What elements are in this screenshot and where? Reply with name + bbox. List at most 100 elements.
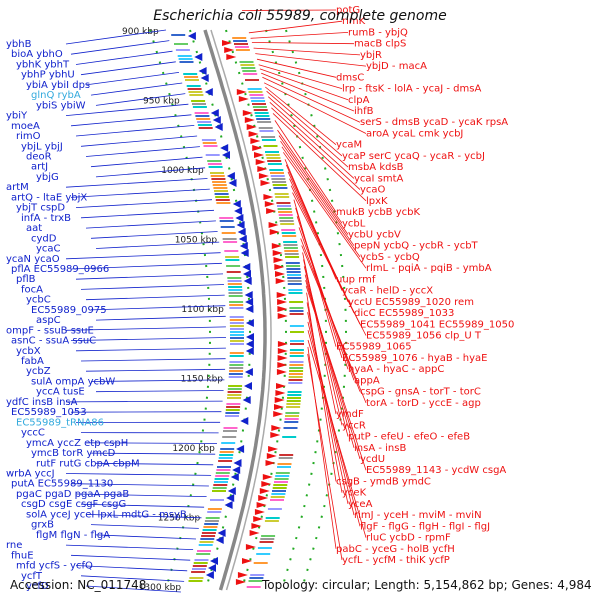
forward-gene-label: ycbU ycbV: [348, 230, 401, 241]
cog-tick-reverse: [199, 541, 214, 543]
forward-gene-label: yceK: [342, 488, 367, 499]
forward-gene-arrow: [254, 509, 265, 515]
cog-tick-forward: [267, 508, 282, 510]
forward-gene-arrow: [224, 47, 235, 53]
cog-tick-forward: [288, 289, 303, 291]
forward-gene-arrow: [274, 404, 284, 410]
cog-tick-forward: [269, 169, 284, 171]
forward-gene-arrow: [245, 544, 256, 550]
reverse-label-leader: [90, 452, 216, 455]
cog-tick-reverse: [221, 232, 236, 234]
cog-tick-reverse: [203, 526, 218, 528]
cog-tick-reverse: [227, 388, 242, 390]
cog-tick-reverse: [207, 511, 222, 513]
cog-tick-forward: [260, 538, 275, 540]
reverse-gene-label: ybiA ybiI dps: [26, 80, 90, 91]
forward-gene-arrow: [277, 299, 288, 305]
forward-gene-arrow: [235, 579, 246, 585]
reverse-gene-label: pgaC pgaD pgaA pgaB: [16, 489, 129, 500]
reverse-label-leader: [90, 305, 226, 311]
forward-gene-label: ycbS - ycbQ: [360, 252, 420, 263]
forward-gene-label: rimJ - yceH - mviM - mviN: [354, 510, 482, 521]
reverse-label-leader: [65, 178, 208, 188]
forward-gene-arrow: [254, 152, 264, 158]
reverse-gene-label: ybiS ybiW: [36, 100, 86, 111]
cog-tick-reverse: [210, 172, 224, 174]
forward-gene-label: yceA: [348, 499, 373, 510]
cog-tick-forward: [289, 307, 304, 309]
forward-label-leader: [306, 292, 337, 482]
forward-gene-label: mukB ycbB ycbK: [336, 207, 420, 218]
reverse-gene-arrow: [237, 228, 246, 236]
forward-gene-arrow: [251, 523, 262, 529]
reverse-gene-label: ybiY: [6, 111, 28, 122]
cog-tick-reverse: [226, 265, 241, 267]
reverse-gene-label: infA - trxB: [21, 213, 71, 224]
cog-tick-forward: [282, 235, 297, 237]
forward-gene-label: insA - insB: [354, 443, 406, 454]
cog-tick-forward: [290, 343, 304, 345]
cog-tick-forward: [239, 61, 254, 63]
cog-tick-forward: [279, 454, 294, 456]
cog-tick-forward: [286, 265, 301, 267]
forward-gene-label: ycdU: [360, 454, 385, 465]
cog-tick-reverse: [194, 112, 209, 114]
reverse-gene-arrow: [245, 305, 254, 313]
reverse-gene-label: ybhP ybhU: [21, 70, 75, 81]
forward-label-leader: [281, 146, 361, 258]
reverse-gene-label: flgM flgN - flgA: [36, 530, 110, 541]
cog-tick-reverse: [230, 334, 244, 336]
cog-tick-reverse: [207, 508, 222, 510]
scale-tick-label: 1200 kbp: [172, 444, 215, 454]
forward-gene-label: ybjD - macA: [366, 61, 427, 72]
reverse-label-leader: [70, 411, 222, 413]
forward-gene-label: uup rmf: [336, 274, 376, 285]
forward-gene-label: serS - dmsB ycaD - ycaK rpsA: [360, 117, 508, 128]
cog-tick-forward: [287, 397, 301, 399]
forward-gene-arrow: [274, 264, 285, 270]
cog-tick-reverse: [219, 451, 234, 453]
cog-tick-reverse: [205, 154, 220, 156]
forward-gene-label: rumB - ybjQ: [348, 27, 408, 38]
forward-gene-label: ymdF: [336, 409, 364, 420]
cog-tick-forward: [283, 244, 298, 246]
reverse-label-leader: [75, 493, 207, 497]
scale-tick-label: 1300 kbp: [139, 583, 182, 593]
cog-tick-reverse: [230, 328, 244, 330]
cog-tick-forward: [248, 91, 263, 93]
forward-gene-arrow: [277, 341, 288, 347]
forward-gene-arrow: [244, 117, 255, 123]
reverse-gene-label: ybjL ybjJ: [21, 141, 63, 152]
cog-tick-forward: [285, 262, 300, 264]
cog-tick-reverse: [189, 94, 204, 96]
cog-tick-reverse: [192, 565, 207, 567]
cog-tick-forward: [284, 250, 299, 252]
cog-tick-reverse: [186, 85, 201, 87]
forward-gene-arrow: [248, 131, 259, 137]
forward-label-leader: [263, 82, 367, 134]
forward-gene-arrow: [270, 432, 281, 438]
cog-tick-forward: [287, 394, 302, 396]
cog-tick-reverse: [228, 289, 243, 291]
reverse-gene-arrow: [226, 172, 235, 180]
forward-gene-arrow: [274, 397, 285, 403]
cog-tick-forward: [272, 487, 287, 489]
reverse-gene-label: pflA EC55989_0966: [11, 264, 109, 275]
cog-tick-forward: [288, 379, 303, 381]
cog-tick-reverse: [228, 295, 243, 297]
reverse-gene-arrow: [233, 459, 242, 467]
forward-gene-label: rlmL - pqiA - pqiB - ymbA: [366, 263, 492, 274]
reverse-gene-arrow: [244, 382, 252, 390]
reverse-gene-arrow: [239, 242, 248, 250]
forward-gene-label: ycaP serC ycaQ - ycaR - ycbJ: [342, 151, 485, 162]
forward-label-leader: [307, 353, 343, 561]
forward-gene-label: pepN ycbQ - ycbR - ycbT: [354, 241, 479, 252]
reverse-gene-label: artJ: [31, 162, 48, 173]
forward-gene-label: EC55989_1056 clp_U T: [366, 331, 482, 342]
cog-tick-reverse: [197, 550, 211, 552]
cog-tick-forward: [289, 367, 304, 369]
cog-tick-forward: [286, 400, 301, 402]
cog-tick-forward: [261, 136, 276, 138]
reverse-gene-arrow: [187, 32, 196, 40]
forward-gene-label: potG: [336, 5, 360, 16]
